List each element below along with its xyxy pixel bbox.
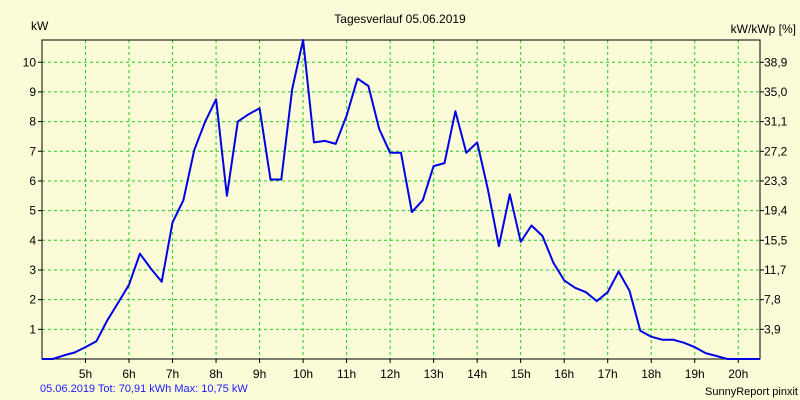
x-tick-label: 20h xyxy=(728,367,748,381)
y-tick-label-left: 2 xyxy=(29,293,36,307)
y-tick-label-right: 19,4 xyxy=(764,204,788,218)
x-tick-label: 10h xyxy=(293,367,313,381)
y-tick-label-left: 3 xyxy=(29,263,36,277)
x-tick-label: 18h xyxy=(641,367,661,381)
series-line-kw xyxy=(42,39,760,360)
y-tick-label-right: 38,9 xyxy=(764,55,788,69)
y-tick-label-left: 9 xyxy=(29,85,36,99)
x-tick-label: 14h xyxy=(467,367,487,381)
y-axis-right-label: kW/kWp [%] xyxy=(731,22,796,36)
x-tick-label: 16h xyxy=(554,367,574,381)
x-tick-label: 19h xyxy=(685,367,705,381)
grid-lines xyxy=(42,40,760,359)
plot-frame xyxy=(41,39,761,360)
x-tick-label: 15h xyxy=(511,367,531,381)
y-tick-label-left: 1 xyxy=(29,322,36,336)
y-tick-label-left: 6 xyxy=(29,174,36,188)
x-tick-label: 13h xyxy=(424,367,444,381)
y-tick-label-right: 23,3 xyxy=(764,174,788,188)
x-tick-label: 8h xyxy=(209,367,222,381)
footer-credit: SunnyReport pinxit xyxy=(705,386,798,398)
y-tick-label-left: 4 xyxy=(29,233,36,247)
x-tick-label: 12h xyxy=(380,367,400,381)
y-tick-label-left: 5 xyxy=(29,204,36,218)
chart-title: Tagesverlauf 05.06.2019 xyxy=(334,12,466,26)
y-axis-left-label: kW xyxy=(31,19,49,33)
y-tick-label-right: 35,0 xyxy=(764,85,788,99)
y-tick-label-left: 7 xyxy=(29,144,36,158)
x-tick-label: 5h xyxy=(79,367,92,381)
x-tick-label: 9h xyxy=(253,367,266,381)
y-tick-label-right: 31,1 xyxy=(764,115,788,129)
y-tick-label-right: 11,7 xyxy=(764,263,787,277)
y-tick-label-left: 8 xyxy=(29,115,36,129)
y-tick-label-right: 27,2 xyxy=(764,144,788,158)
x-tick-label: 17h xyxy=(598,367,618,381)
y-tick-label-right: 7,8 xyxy=(764,293,781,307)
y-tick-label-right: 15,5 xyxy=(764,233,788,247)
x-tick-label: 6h xyxy=(122,367,135,381)
x-tick-label: 11h xyxy=(337,367,356,381)
y-tick-label-right: 3,9 xyxy=(764,322,781,336)
y-tick-label-left: 10 xyxy=(23,55,37,69)
axis-ticks: 5h 6h 7h 8h 9h 10h 11h 12h 13h 14h 15h 16h 17h 18h 19h… xyxy=(23,55,788,381)
x-tick-label: 7h xyxy=(166,367,179,381)
footer-summary: 05.06.2019 Tot: 70,91 kWh Max: 10,75 kW xyxy=(40,383,248,395)
series-layer xyxy=(42,39,760,360)
